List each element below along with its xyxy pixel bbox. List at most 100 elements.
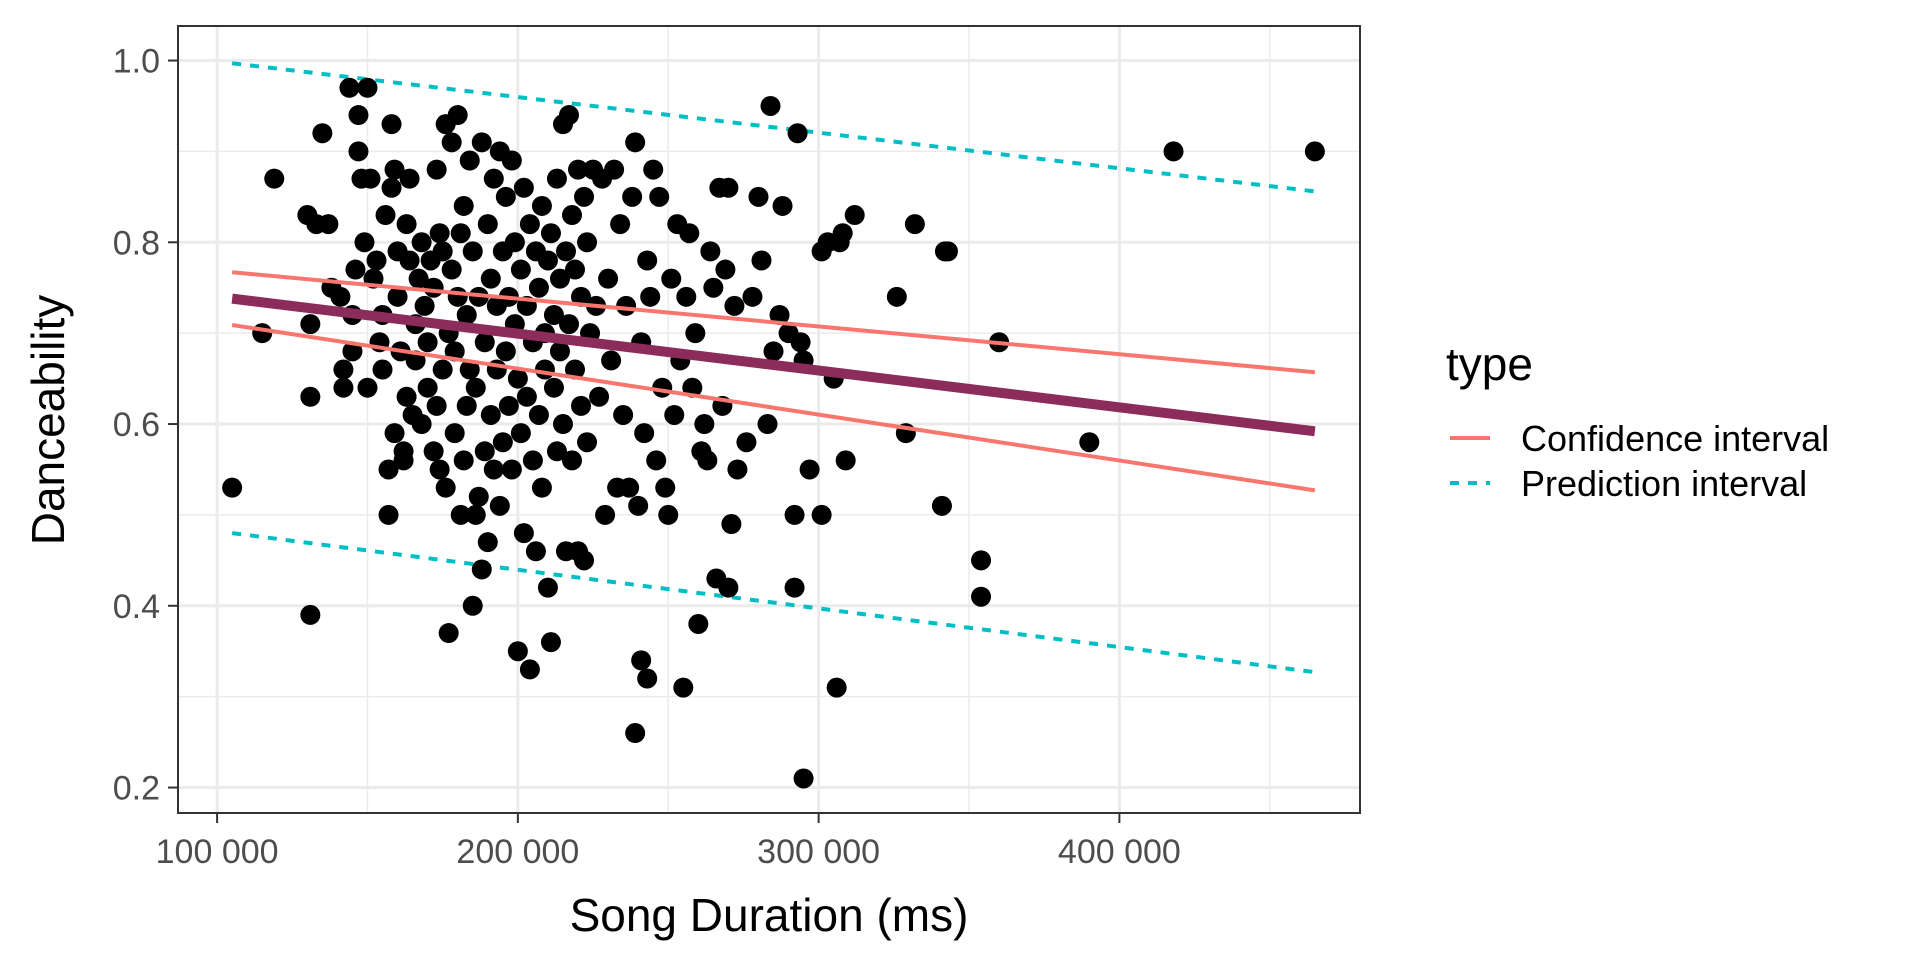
data-point — [598, 268, 619, 289]
data-point — [1079, 432, 1100, 453]
data-point — [483, 459, 504, 480]
data-point — [516, 386, 537, 407]
data-point — [534, 359, 555, 380]
data-point — [727, 459, 748, 480]
data-point — [483, 168, 504, 189]
data-point — [300, 314, 321, 335]
data-point — [411, 414, 432, 435]
data-point — [616, 295, 637, 316]
y-tick-label: 0.8 — [113, 224, 160, 262]
data-point — [528, 277, 549, 298]
data-point — [501, 150, 522, 171]
data-point — [465, 504, 486, 525]
data-point — [300, 604, 321, 625]
data-point — [513, 523, 534, 544]
data-point — [465, 377, 486, 398]
data-point — [772, 195, 793, 216]
data-point — [971, 550, 992, 571]
data-point — [300, 386, 321, 407]
data-point — [366, 250, 387, 271]
data-point — [700, 241, 721, 262]
data-point — [601, 350, 622, 371]
data-point — [655, 477, 676, 498]
data-point — [661, 268, 682, 289]
x-axis: 100 000 200 000 300 000 400 000 — [156, 813, 1181, 871]
data-point — [381, 114, 402, 135]
data-point — [784, 504, 805, 525]
data-point — [399, 168, 420, 189]
data-point — [715, 259, 736, 280]
data-point — [471, 132, 492, 153]
data-point — [640, 286, 661, 307]
data-point — [1304, 141, 1325, 162]
data-point — [694, 414, 715, 435]
data-point — [342, 341, 363, 362]
data-point — [613, 404, 634, 425]
data-point — [724, 295, 745, 316]
data-point — [333, 377, 354, 398]
data-point — [348, 105, 369, 126]
data-point — [423, 277, 444, 298]
data-point — [408, 268, 429, 289]
data-points — [222, 77, 1325, 789]
data-point — [832, 223, 853, 244]
data-point — [799, 459, 820, 480]
data-point — [784, 577, 805, 598]
data-point — [622, 186, 643, 207]
data-point — [426, 395, 447, 416]
data-point — [477, 532, 498, 553]
data-point — [769, 304, 790, 325]
data-point — [685, 323, 706, 344]
data-point — [393, 450, 414, 471]
data-point — [495, 186, 516, 207]
y-tick-label: 0.2 — [113, 770, 160, 808]
data-point — [537, 577, 558, 598]
data-point — [459, 359, 480, 380]
data-point — [414, 295, 435, 316]
data-point — [456, 304, 477, 325]
data-point — [637, 668, 658, 689]
data-point — [555, 241, 576, 262]
data-point — [619, 477, 640, 498]
data-point — [742, 286, 763, 307]
data-point — [811, 504, 832, 525]
data-point — [510, 423, 531, 444]
data-point — [546, 441, 567, 462]
prediction-upper-line — [231, 61, 1316, 194]
data-point — [574, 550, 595, 571]
data-point — [546, 168, 567, 189]
data-point — [474, 332, 495, 353]
data-point — [676, 286, 697, 307]
y-tick-label: 1.0 — [113, 43, 160, 81]
data-point — [763, 341, 784, 362]
data-point — [348, 141, 369, 162]
data-point — [447, 286, 468, 307]
y-axis: 0.2 0.4 0.6 0.8 1.0 — [113, 43, 178, 808]
data-point — [543, 304, 564, 325]
data-point — [826, 677, 847, 698]
data-point — [531, 477, 552, 498]
panel-border — [177, 25, 1361, 814]
data-point — [441, 132, 462, 153]
data-point — [703, 277, 724, 298]
data-point — [501, 459, 522, 480]
data-point — [396, 386, 417, 407]
data-point — [565, 259, 586, 280]
interval-lines — [231, 61, 1316, 675]
data-point — [456, 395, 477, 416]
data-point — [375, 205, 396, 226]
data-point — [519, 659, 540, 680]
data-point — [384, 159, 405, 180]
data-point — [568, 159, 589, 180]
data-point — [528, 404, 549, 425]
data-point — [357, 77, 378, 98]
data-point — [631, 650, 652, 671]
data-point — [537, 250, 558, 271]
data-point — [507, 368, 528, 389]
x-tick-label: 200 000 — [456, 833, 579, 871]
data-point — [417, 332, 438, 353]
data-point — [459, 150, 480, 171]
data-point — [664, 404, 685, 425]
data-point — [835, 450, 856, 471]
data-point — [432, 359, 453, 380]
